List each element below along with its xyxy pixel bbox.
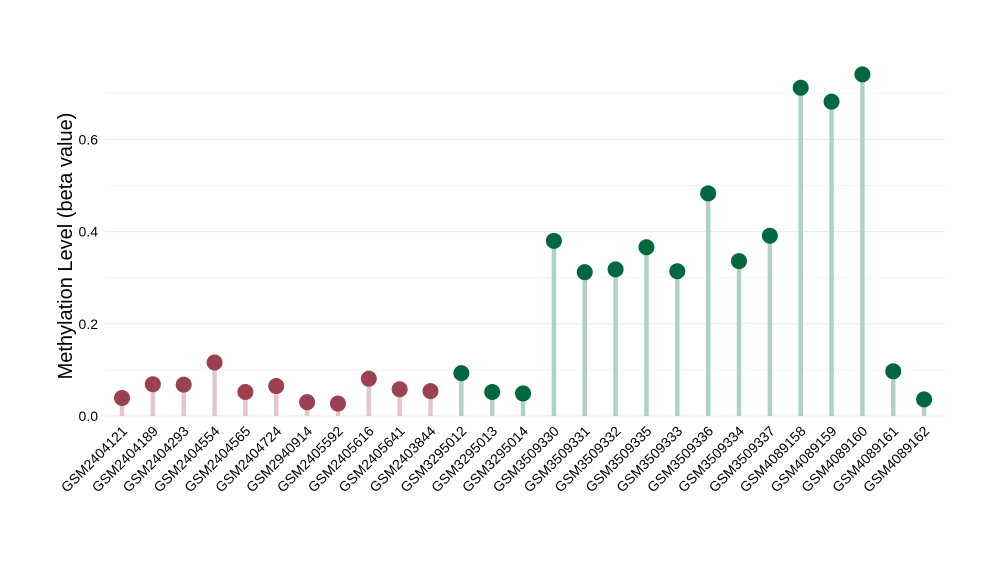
lollipop-point	[484, 384, 501, 401]
grid	[105, 92, 945, 417]
y-tick-label: 0.0	[79, 408, 99, 424]
lollipop-point	[792, 79, 809, 96]
lollipop-point	[731, 253, 747, 270]
lollipop-point	[823, 93, 840, 110]
lollipop-point	[576, 264, 593, 281]
lollipop-point	[144, 376, 161, 393]
lollipop-point	[175, 376, 192, 393]
lollipop-point	[545, 232, 562, 249]
lollipop-point	[391, 381, 408, 398]
lollipop-point	[422, 383, 439, 400]
x-axis-ticks: GSM2404121GSM2404189GSM2404293GSM2404554…	[58, 423, 933, 496]
lollipop-point	[515, 385, 532, 402]
lollipop-point	[299, 394, 316, 411]
lollipop-point	[206, 354, 223, 371]
lollipop-point	[268, 378, 285, 395]
lollipop-point	[607, 261, 624, 278]
lollipop-point	[885, 363, 902, 380]
y-tick-label: 0.2	[79, 316, 99, 332]
stems	[119, 74, 927, 416]
lollipop-point	[700, 185, 717, 202]
y-axis-ticks: 0.0 0.2 0.4 0.6	[79, 131, 99, 424]
y-tick-label: 0.6	[79, 131, 99, 147]
lollipop-point	[114, 390, 130, 407]
lollipop-point	[669, 263, 686, 280]
lollipop-point	[916, 391, 933, 408]
y-axis-label: Methylation Level (beta value)	[55, 113, 77, 380]
lollipop-point	[854, 66, 871, 83]
points	[114, 66, 933, 412]
lollipop-point	[360, 370, 377, 387]
lollipop-point	[638, 239, 655, 256]
lollipop-point	[453, 365, 470, 382]
y-tick-label: 0.4	[79, 224, 99, 240]
lollipop-point	[237, 384, 254, 401]
lollipop-point	[761, 227, 778, 244]
lollipop-point	[329, 395, 346, 412]
